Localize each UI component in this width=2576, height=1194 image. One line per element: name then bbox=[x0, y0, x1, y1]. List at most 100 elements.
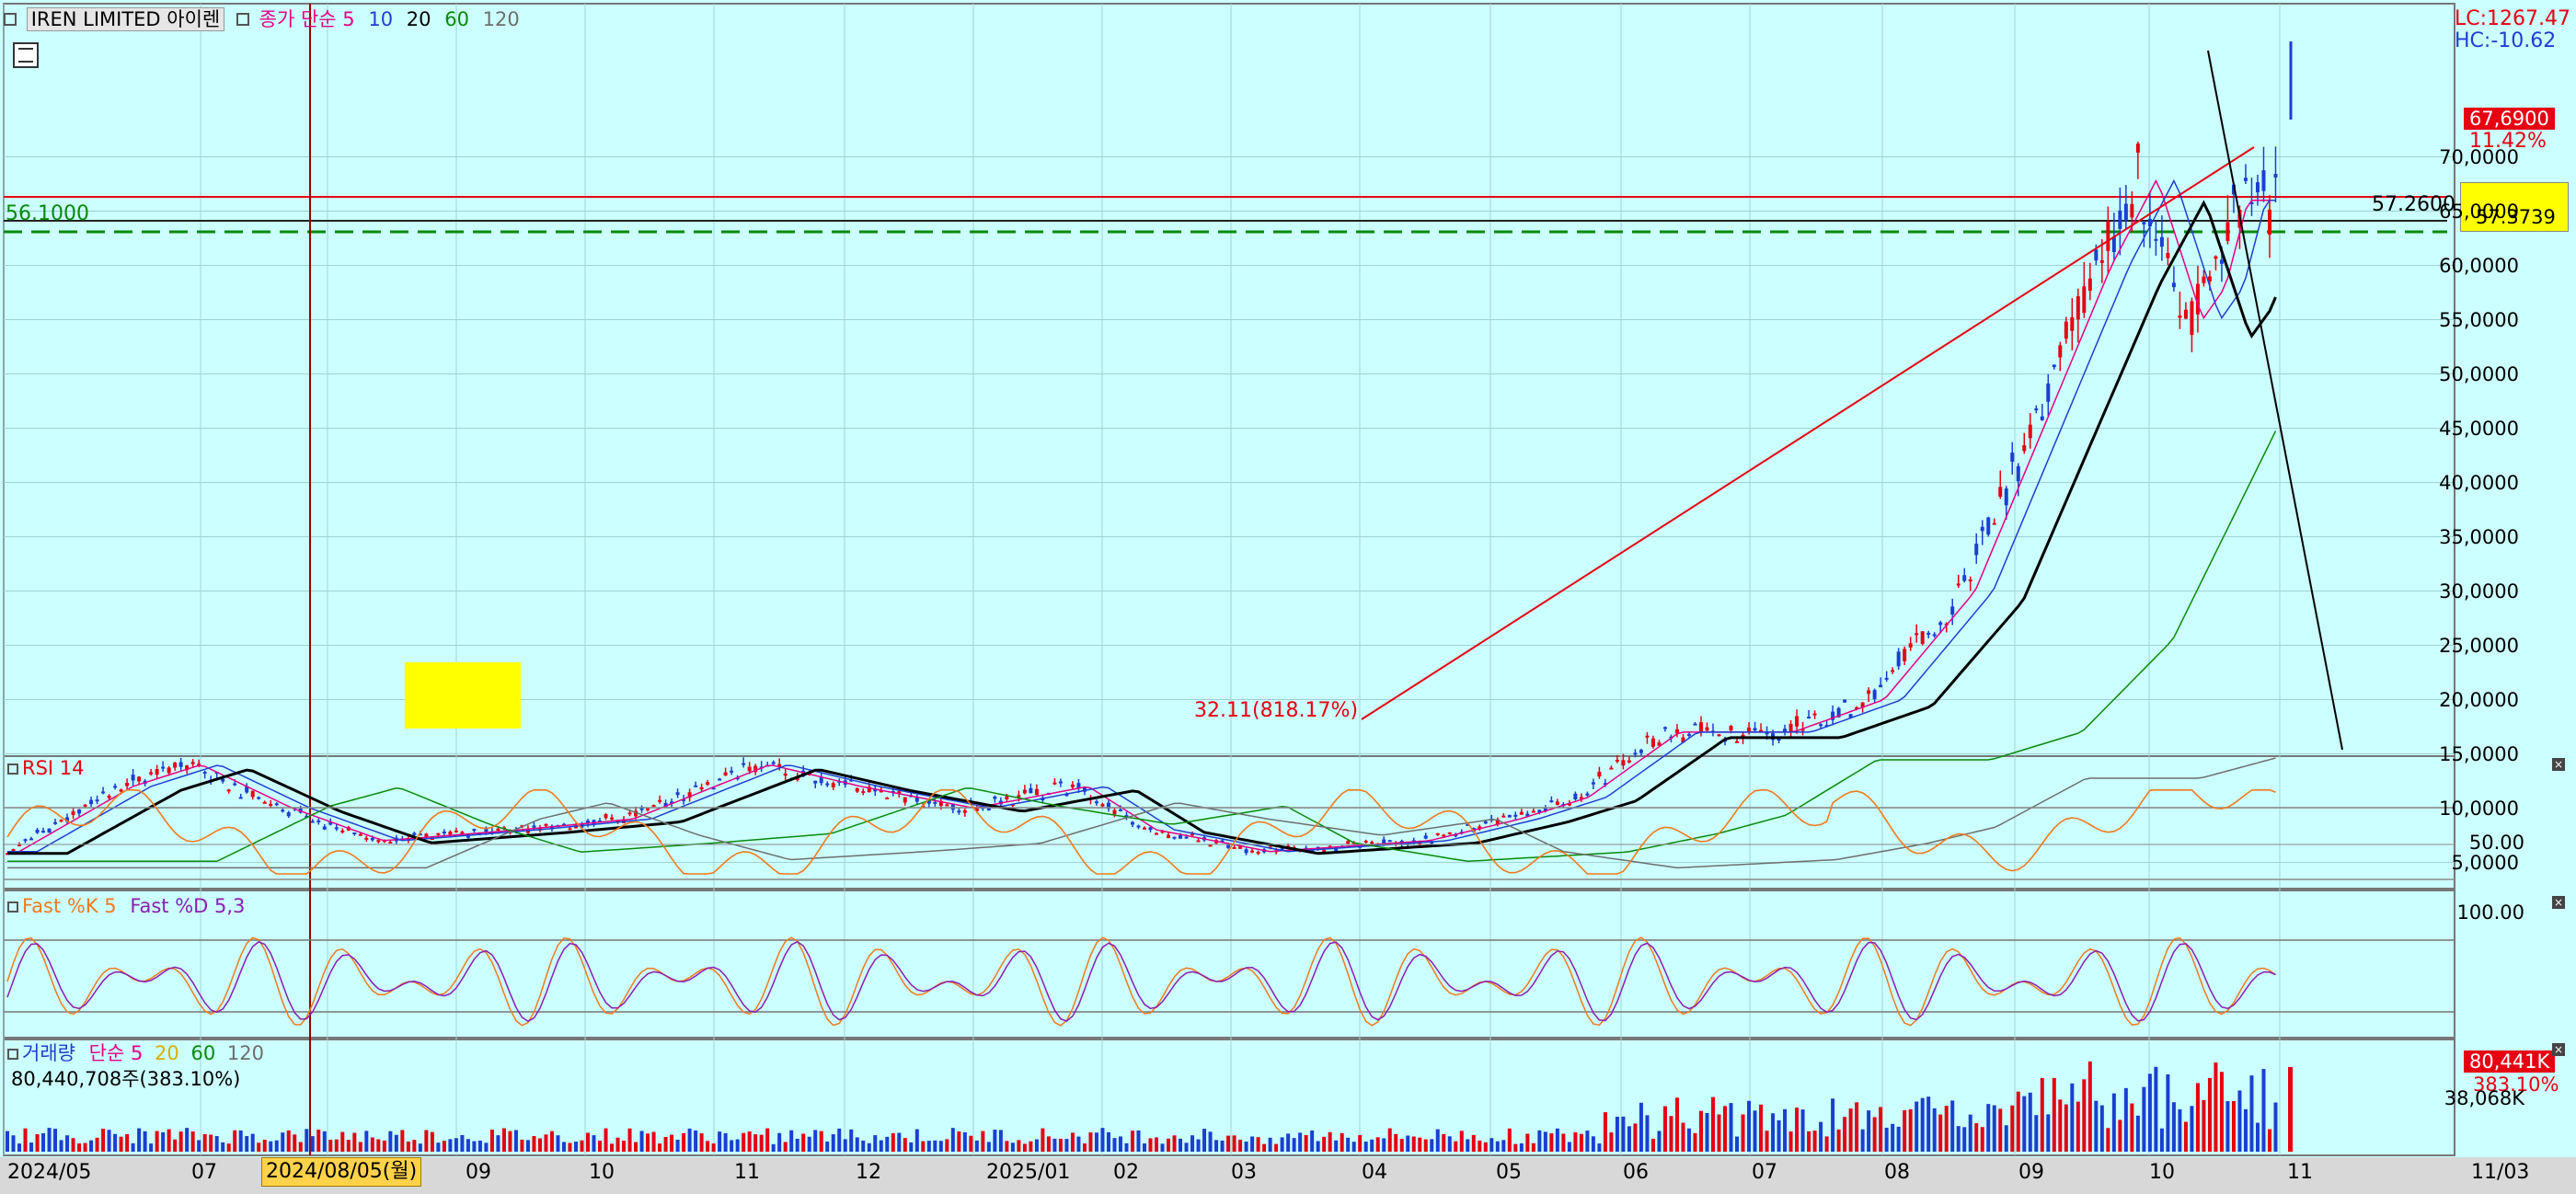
rsi-settings-icon[interactable] bbox=[7, 763, 18, 775]
stoch-d-title: Fast %D 5,3 bbox=[130, 895, 246, 917]
candle-body bbox=[1597, 771, 1602, 777]
stoch-settings-icon[interactable] bbox=[7, 901, 18, 913]
ma-settings-icon[interactable] bbox=[236, 13, 249, 26]
volume-bar bbox=[879, 1140, 883, 1152]
candle-body bbox=[1029, 787, 1033, 794]
candle-body bbox=[2159, 236, 2164, 247]
volume-bar bbox=[513, 1130, 518, 1152]
candle-body bbox=[2195, 283, 2200, 315]
volume-close-icon[interactable]: × bbox=[2552, 1043, 2565, 1056]
candle-body bbox=[1130, 821, 1134, 825]
candle-body bbox=[1322, 849, 1327, 852]
volume-bar bbox=[561, 1142, 566, 1152]
ma10-line bbox=[7, 178, 2276, 853]
candle-body bbox=[2022, 445, 2027, 452]
candle-body bbox=[71, 811, 75, 815]
highlight-box bbox=[405, 662, 521, 729]
candle-body bbox=[2028, 424, 2032, 439]
symbol-name[interactable]: IREN LIMITED 아이렌 bbox=[26, 7, 225, 31]
candle-body bbox=[1076, 783, 1081, 788]
candle-body bbox=[1112, 809, 1117, 815]
volume-bar bbox=[765, 1128, 770, 1152]
candle-body bbox=[747, 766, 752, 772]
candle-body bbox=[2147, 218, 2152, 227]
volume-tick: 38,068K bbox=[2444, 1087, 2524, 1109]
volume-bar bbox=[2142, 1086, 2146, 1152]
volume-bar bbox=[867, 1142, 871, 1152]
candle-body bbox=[1005, 796, 1009, 800]
candle-body bbox=[406, 838, 410, 841]
candle-body bbox=[1442, 834, 1446, 837]
stoch-close-icon[interactable]: × bbox=[2552, 896, 2565, 909]
candle-body bbox=[1190, 833, 1195, 836]
candle-body bbox=[706, 782, 710, 786]
volume-bar bbox=[1561, 1133, 1566, 1152]
candle-body bbox=[472, 829, 477, 832]
settings-icon[interactable] bbox=[4, 13, 17, 26]
candle-body bbox=[867, 786, 871, 793]
volume-bar bbox=[1076, 1136, 1081, 1152]
candle-body bbox=[561, 823, 566, 826]
volume-bar bbox=[286, 1130, 291, 1152]
candle-body bbox=[167, 767, 171, 774]
candle-body bbox=[125, 782, 130, 786]
rsi-close-icon[interactable]: × bbox=[2552, 758, 2565, 771]
volume-bar bbox=[1800, 1109, 1805, 1152]
volume-bar bbox=[1819, 1121, 1823, 1152]
candle-body bbox=[442, 832, 446, 834]
candle-body bbox=[718, 778, 722, 781]
candle-body bbox=[29, 838, 34, 841]
volume-bar bbox=[1705, 1112, 1709, 1152]
volume-bar bbox=[1399, 1138, 1404, 1152]
volume-bar bbox=[2202, 1099, 2206, 1152]
volume-bar bbox=[245, 1136, 249, 1152]
candle-body bbox=[190, 762, 195, 764]
candle-body bbox=[1549, 800, 1554, 803]
volume-bar bbox=[742, 1132, 746, 1152]
volume-bar bbox=[250, 1133, 255, 1152]
candle-body bbox=[2171, 282, 2176, 288]
candle-body bbox=[1908, 643, 1913, 648]
volume-bar bbox=[1238, 1140, 1243, 1152]
volume-bar bbox=[496, 1135, 500, 1152]
xaxis-bg bbox=[0, 1157, 2576, 1194]
candle-body bbox=[17, 844, 22, 847]
candle-body bbox=[1148, 827, 1153, 831]
candle-body bbox=[544, 823, 548, 826]
candle-body bbox=[1351, 843, 1356, 845]
candle-body bbox=[1848, 714, 1853, 718]
stoch-title: Fast %K 5 Fast %D 5,3 bbox=[7, 894, 245, 918]
volume-bar bbox=[568, 1142, 572, 1152]
candle-body bbox=[1836, 707, 1841, 718]
volume-bar bbox=[1082, 1143, 1087, 1152]
candle-body bbox=[1765, 731, 1769, 735]
volume-bar bbox=[47, 1128, 52, 1152]
volume-settings-icon[interactable] bbox=[7, 1049, 18, 1060]
date-tick: 12 bbox=[856, 1161, 881, 1184]
volume-bar bbox=[1167, 1138, 1171, 1152]
volume-bar bbox=[1382, 1138, 1386, 1152]
volume-bar bbox=[1370, 1139, 1374, 1152]
candle-body bbox=[938, 800, 943, 807]
volume-bar bbox=[1609, 1132, 1614, 1152]
volume-bar bbox=[2016, 1091, 2020, 1152]
volume-bar bbox=[328, 1140, 333, 1152]
candle-body bbox=[1100, 804, 1105, 807]
volume-bar bbox=[2166, 1073, 2170, 1152]
volume-bar bbox=[1112, 1138, 1117, 1152]
volume-bar bbox=[1232, 1135, 1236, 1152]
volume-bar bbox=[525, 1140, 530, 1152]
volume-bar bbox=[1304, 1134, 1308, 1152]
candle-body bbox=[2273, 174, 2278, 178]
volume-bar bbox=[1423, 1139, 1428, 1152]
candle-body bbox=[1064, 794, 1069, 797]
candle-body bbox=[2267, 209, 2271, 235]
volume-bar bbox=[658, 1143, 662, 1152]
date-tick: 03 bbox=[1231, 1161, 1257, 1184]
candle-body bbox=[1932, 634, 1937, 637]
volume-bar bbox=[1483, 1142, 1488, 1152]
volume-bar bbox=[682, 1132, 686, 1152]
table-icon[interactable] bbox=[13, 42, 39, 68]
volume-bar bbox=[454, 1138, 458, 1152]
